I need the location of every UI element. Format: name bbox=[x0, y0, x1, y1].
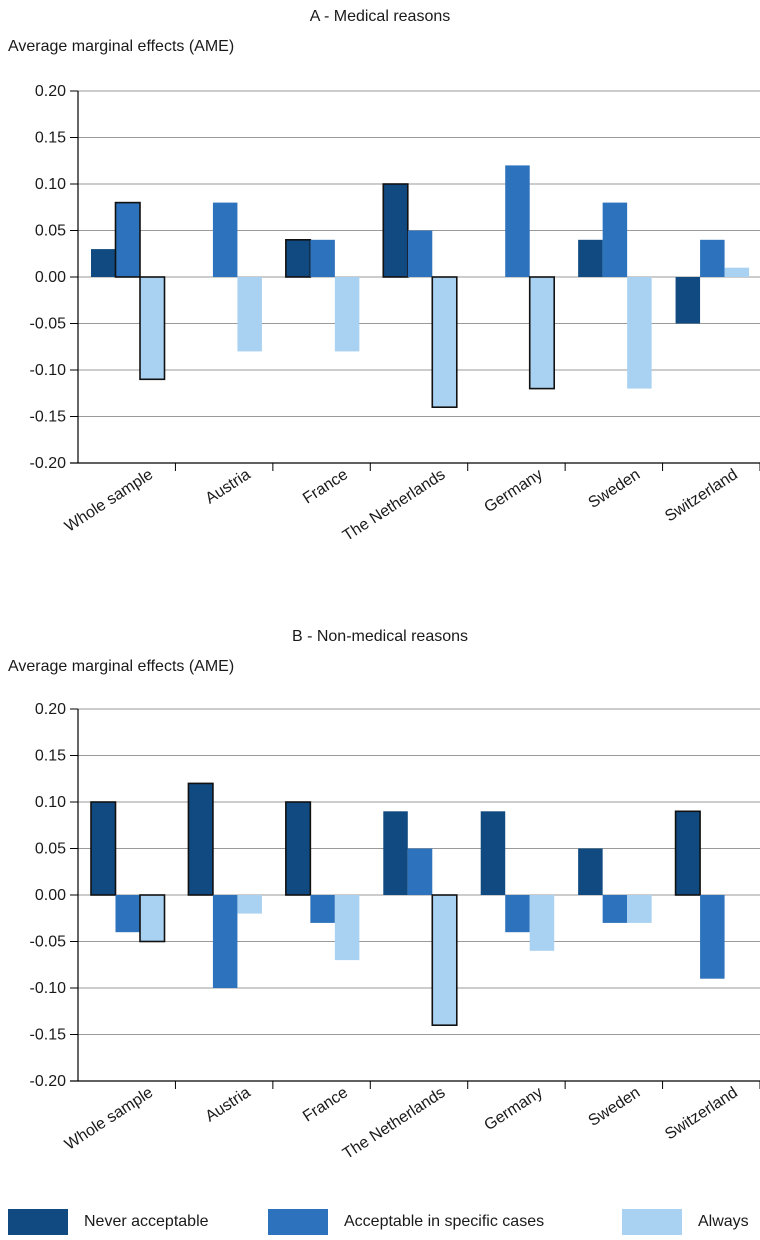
y-tick-label: 0.15 bbox=[35, 748, 66, 765]
bar-never bbox=[285, 801, 312, 896]
bar-specific bbox=[505, 895, 530, 933]
bar-always bbox=[334, 277, 360, 352]
x-tick-label: Germany bbox=[481, 466, 545, 516]
legend-label: Always bbox=[698, 1213, 749, 1230]
bar-specific bbox=[310, 895, 335, 923]
bar-always bbox=[627, 277, 652, 389]
y-tick-label: 0.20 bbox=[35, 701, 66, 718]
x-tick-label: The Netherlands bbox=[340, 466, 448, 545]
bar-never bbox=[187, 782, 214, 896]
x-tick-label: France bbox=[300, 466, 351, 507]
x-tick-label: Switzerland bbox=[662, 1084, 741, 1143]
bar-chart-medical: 0.20 0.15 0.10 0.05 0.00 -0.05 -0.10 -0.15 -0.20… bbox=[30, 83, 760, 545]
bar-specific bbox=[602, 202, 628, 277]
legend-swatch bbox=[622, 1209, 682, 1235]
bar-always bbox=[237, 895, 262, 914]
y-tick-label: -0.15 bbox=[30, 409, 67, 426]
y-axis-label: Average marginal effects (AME) bbox=[8, 38, 235, 55]
bar-never bbox=[382, 183, 409, 278]
x-tick-label: Germany bbox=[481, 1084, 545, 1134]
bar-specific bbox=[114, 201, 141, 278]
bar-always bbox=[529, 895, 555, 951]
legend-swatch bbox=[268, 1209, 328, 1235]
y-tick-label: 0.10 bbox=[35, 176, 66, 193]
bar-always bbox=[528, 276, 556, 390]
x-tick-label: Whole sample bbox=[62, 466, 156, 536]
legend-item-always: Always bbox=[622, 1208, 749, 1236]
bar-specific bbox=[407, 848, 433, 895]
panel-non-medical-reasons: B - Non-medical reasons Average marginal… bbox=[0, 620, 760, 1200]
x-tick-label: Sweden bbox=[586, 466, 644, 512]
bar-always bbox=[139, 894, 166, 943]
x-tick-label: Switzerland bbox=[662, 466, 741, 525]
bar-specific bbox=[602, 895, 628, 923]
y-tick-label: 0.10 bbox=[35, 794, 66, 811]
bar-chart-non-medical: 0.20 0.15 0.10 0.05 0.00 -0.05 -0.10 -0.15 -0.20… bbox=[30, 701, 760, 1163]
bar-always bbox=[334, 895, 360, 961]
bar-always bbox=[627, 895, 652, 923]
x-tick-label: Austria bbox=[203, 466, 254, 507]
bar-always bbox=[431, 276, 458, 408]
y-tick-label: 0.20 bbox=[35, 83, 66, 100]
chart-title: B - Non-medical reasons bbox=[291, 628, 469, 645]
y-tick-label: -0.05 bbox=[30, 934, 67, 951]
y-tick-label: -0.10 bbox=[30, 362, 67, 379]
chart-title: A - Medical reasons bbox=[309, 8, 451, 25]
y-tick-label: 0.05 bbox=[35, 223, 66, 240]
bar-never bbox=[578, 848, 603, 895]
bar-never bbox=[578, 239, 603, 277]
legend: Never acceptable Acceptable in specific … bbox=[0, 1208, 760, 1238]
legend-item-never: Never acceptable bbox=[8, 1208, 209, 1236]
bar-always bbox=[139, 276, 166, 381]
bar-always bbox=[724, 267, 750, 277]
bar-always bbox=[431, 894, 458, 1026]
legend-label: Acceptable in specific cases bbox=[344, 1213, 545, 1230]
y-tick-label: 0.05 bbox=[35, 841, 66, 858]
bar-specific bbox=[212, 202, 238, 277]
y-tick-label: -0.10 bbox=[30, 980, 67, 997]
bar-never bbox=[480, 811, 506, 895]
y-tick-label: -0.20 bbox=[30, 1073, 67, 1090]
bar-never bbox=[383, 811, 408, 895]
bar-never bbox=[91, 249, 116, 277]
y-axis-label: Average marginal effects (AME) bbox=[8, 658, 235, 675]
legend-label: Never acceptable bbox=[84, 1213, 209, 1230]
panel-medical-reasons: A - Medical reasons Average marginal eff… bbox=[0, 0, 760, 600]
x-tick-label: Austria bbox=[203, 1084, 254, 1125]
bar-specific bbox=[212, 895, 238, 988]
y-tick-label: 0.00 bbox=[35, 887, 66, 904]
y-tick-label: -0.15 bbox=[30, 1027, 67, 1044]
bar-specific bbox=[407, 230, 433, 277]
bar-never bbox=[674, 810, 701, 896]
y-tick-label: 0.15 bbox=[35, 130, 66, 147]
bar-specific bbox=[115, 895, 140, 933]
bar-always bbox=[237, 277, 262, 352]
legend-item-specific: Acceptable in specific cases bbox=[268, 1208, 544, 1236]
legend-swatch bbox=[8, 1209, 68, 1235]
bar-specific bbox=[310, 239, 335, 277]
x-tick-label: The Netherlands bbox=[340, 1084, 448, 1163]
y-tick-label: -0.05 bbox=[30, 316, 67, 333]
bar-specific bbox=[505, 165, 530, 277]
bar-never bbox=[675, 277, 701, 324]
bar-specific bbox=[700, 239, 725, 277]
y-tick-label: -0.20 bbox=[30, 455, 67, 472]
bar-never bbox=[90, 801, 117, 896]
x-tick-label: Sweden bbox=[586, 1084, 644, 1130]
bar-specific bbox=[700, 895, 725, 979]
bar-never bbox=[285, 239, 312, 278]
y-tick-label: 0.00 bbox=[35, 269, 66, 286]
x-tick-label: Whole sample bbox=[62, 1084, 156, 1154]
x-tick-label: France bbox=[300, 1084, 351, 1125]
